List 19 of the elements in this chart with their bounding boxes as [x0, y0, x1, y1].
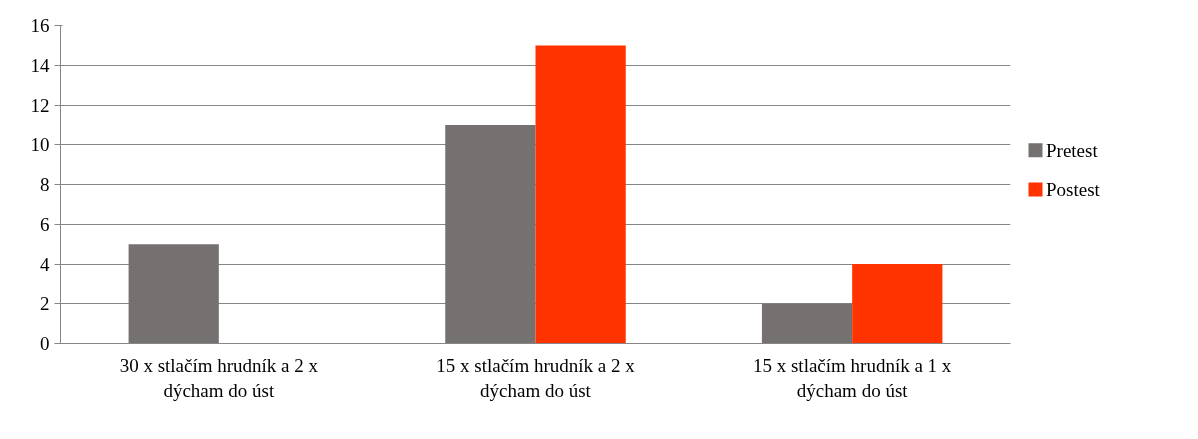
- bar: [445, 124, 536, 344]
- bar: [128, 244, 219, 344]
- y-tick-label: 2: [40, 293, 50, 315]
- x-tick-label: 15 x stlačím hrudník a 1 x dýcham do úst: [752, 354, 952, 401]
- bar: [761, 303, 853, 344]
- x-tick-label: 15 x stlačím hrudník a 2 x dýcham do úst: [436, 354, 636, 401]
- bar: [535, 45, 626, 344]
- bar: [852, 264, 943, 344]
- y-tick-label: 4: [40, 253, 50, 275]
- y-tick-label: 6: [40, 213, 50, 235]
- y-tick-label: 0: [40, 333, 50, 354]
- y-tick-label: 14: [30, 54, 50, 76]
- legend-label: Pretest: [1046, 139, 1099, 161]
- legend-label: Postest: [1046, 179, 1101, 200]
- x-tick-label: 30 x stlačím hrudník a 2 x dýcham do úst: [119, 354, 319, 401]
- y-tick-label: 16: [30, 15, 50, 36]
- y-tick-label: 12: [30, 94, 50, 116]
- y-tick-label: 8: [40, 174, 50, 195]
- y-tick-label: 10: [30, 134, 50, 156]
